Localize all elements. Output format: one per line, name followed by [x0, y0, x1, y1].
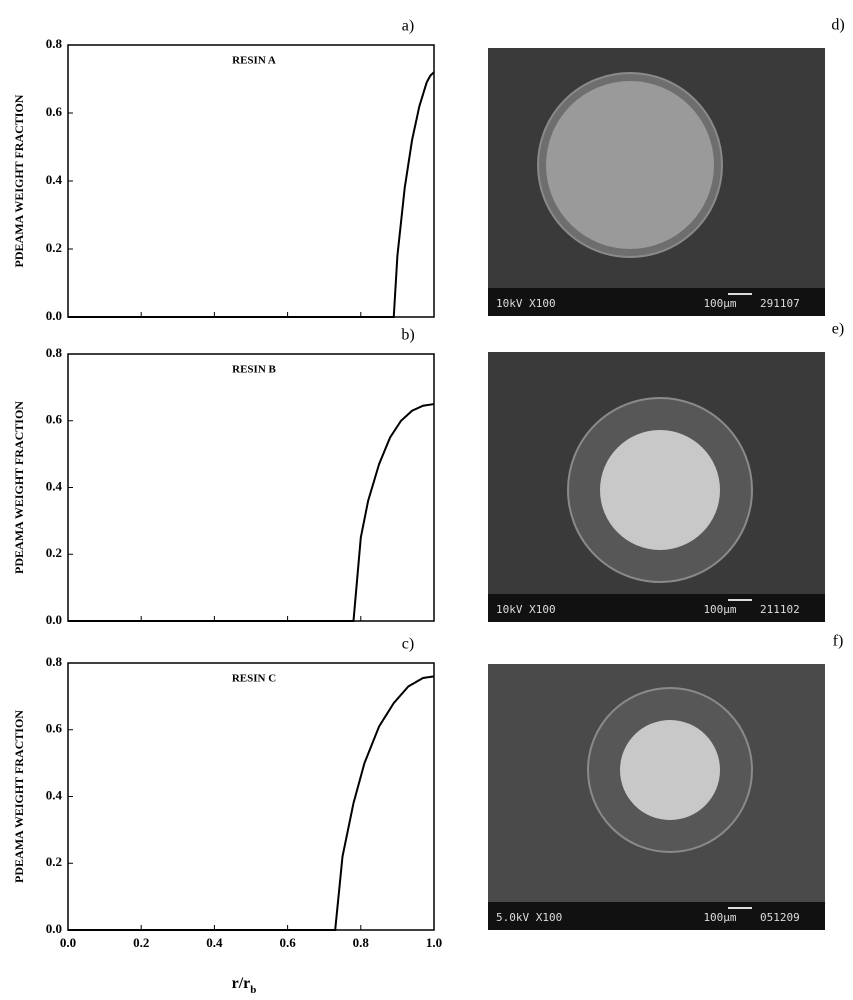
y-tick-label: 0.0 [46, 612, 62, 627]
x-tick-label: 0.4 [206, 935, 223, 950]
y-tick-label: 0.2 [46, 545, 62, 560]
data-line [68, 71, 435, 318]
plot-frame [67, 353, 435, 622]
plot-frame [67, 44, 435, 318]
y-tick-label: 0.4 [46, 787, 63, 802]
sem-info-bar [488, 902, 825, 930]
sem-voltage: 5.0kV X100 [496, 911, 562, 924]
x-tick-label: 1.0 [426, 935, 442, 950]
sem-id: 211102 [760, 603, 800, 616]
y-axis-label: PDEAMA WEIGHT FRACTION [12, 401, 26, 574]
chart-title: RESIN C [232, 673, 276, 685]
y-tick-label: 0.8 [46, 654, 63, 669]
panel-label: f) [833, 633, 844, 650]
plot-frame [67, 662, 435, 931]
panel-label: e) [832, 321, 844, 338]
sem-voltage: 10kV X100 [496, 603, 556, 616]
y-tick-label: 0.6 [46, 412, 63, 427]
x-tick-label: 0.2 [133, 935, 149, 950]
x-tick-label: 0.8 [353, 935, 370, 950]
x-tick-label: 0.6 [279, 935, 296, 950]
sem-scale: 100µm [703, 297, 736, 310]
y-tick-label: 0.6 [46, 721, 63, 736]
x-axis-label-main: r/r [232, 975, 251, 992]
y-tick-label: 0.0 [46, 308, 62, 323]
sem-info-bar [488, 288, 825, 316]
panel-label: b) [401, 327, 414, 344]
panel-label: c) [402, 636, 414, 653]
y-tick-label: 0.8 [46, 36, 63, 51]
x-tick-label: 0.0 [60, 935, 76, 950]
chart-title: RESIN A [232, 55, 276, 67]
y-axis-label: PDEAMA WEIGHT FRACTION [12, 94, 26, 267]
x-axis-label: r/rb [232, 975, 257, 996]
sem-core [600, 430, 720, 550]
panel-label: d) [831, 17, 844, 34]
y-tick-label: 0.0 [46, 921, 62, 936]
y-tick-label: 0.4 [46, 172, 63, 187]
y-tick-label: 0.4 [46, 478, 63, 493]
y-tick-label: 0.2 [46, 240, 62, 255]
sem-core [620, 720, 720, 820]
data-line [68, 675, 435, 931]
chart-title: RESIN B [232, 364, 276, 376]
panel-label: a) [402, 18, 414, 35]
data-line [68, 403, 435, 622]
sem-core [546, 81, 714, 249]
sem-voltage: 10kV X100 [496, 297, 556, 310]
y-axis-label: PDEAMA WEIGHT FRACTION [12, 710, 26, 883]
sem-id: 051209 [760, 911, 800, 924]
sem-id: 291107 [760, 297, 800, 310]
sem-scale: 100µm [703, 911, 736, 924]
x-axis-label-sub: b [250, 984, 256, 996]
y-tick-label: 0.2 [46, 854, 62, 869]
sem-scale: 100µm [703, 603, 736, 616]
y-tick-label: 0.6 [46, 104, 63, 119]
y-tick-label: 0.8 [46, 345, 63, 360]
sem-info-bar [488, 594, 825, 622]
